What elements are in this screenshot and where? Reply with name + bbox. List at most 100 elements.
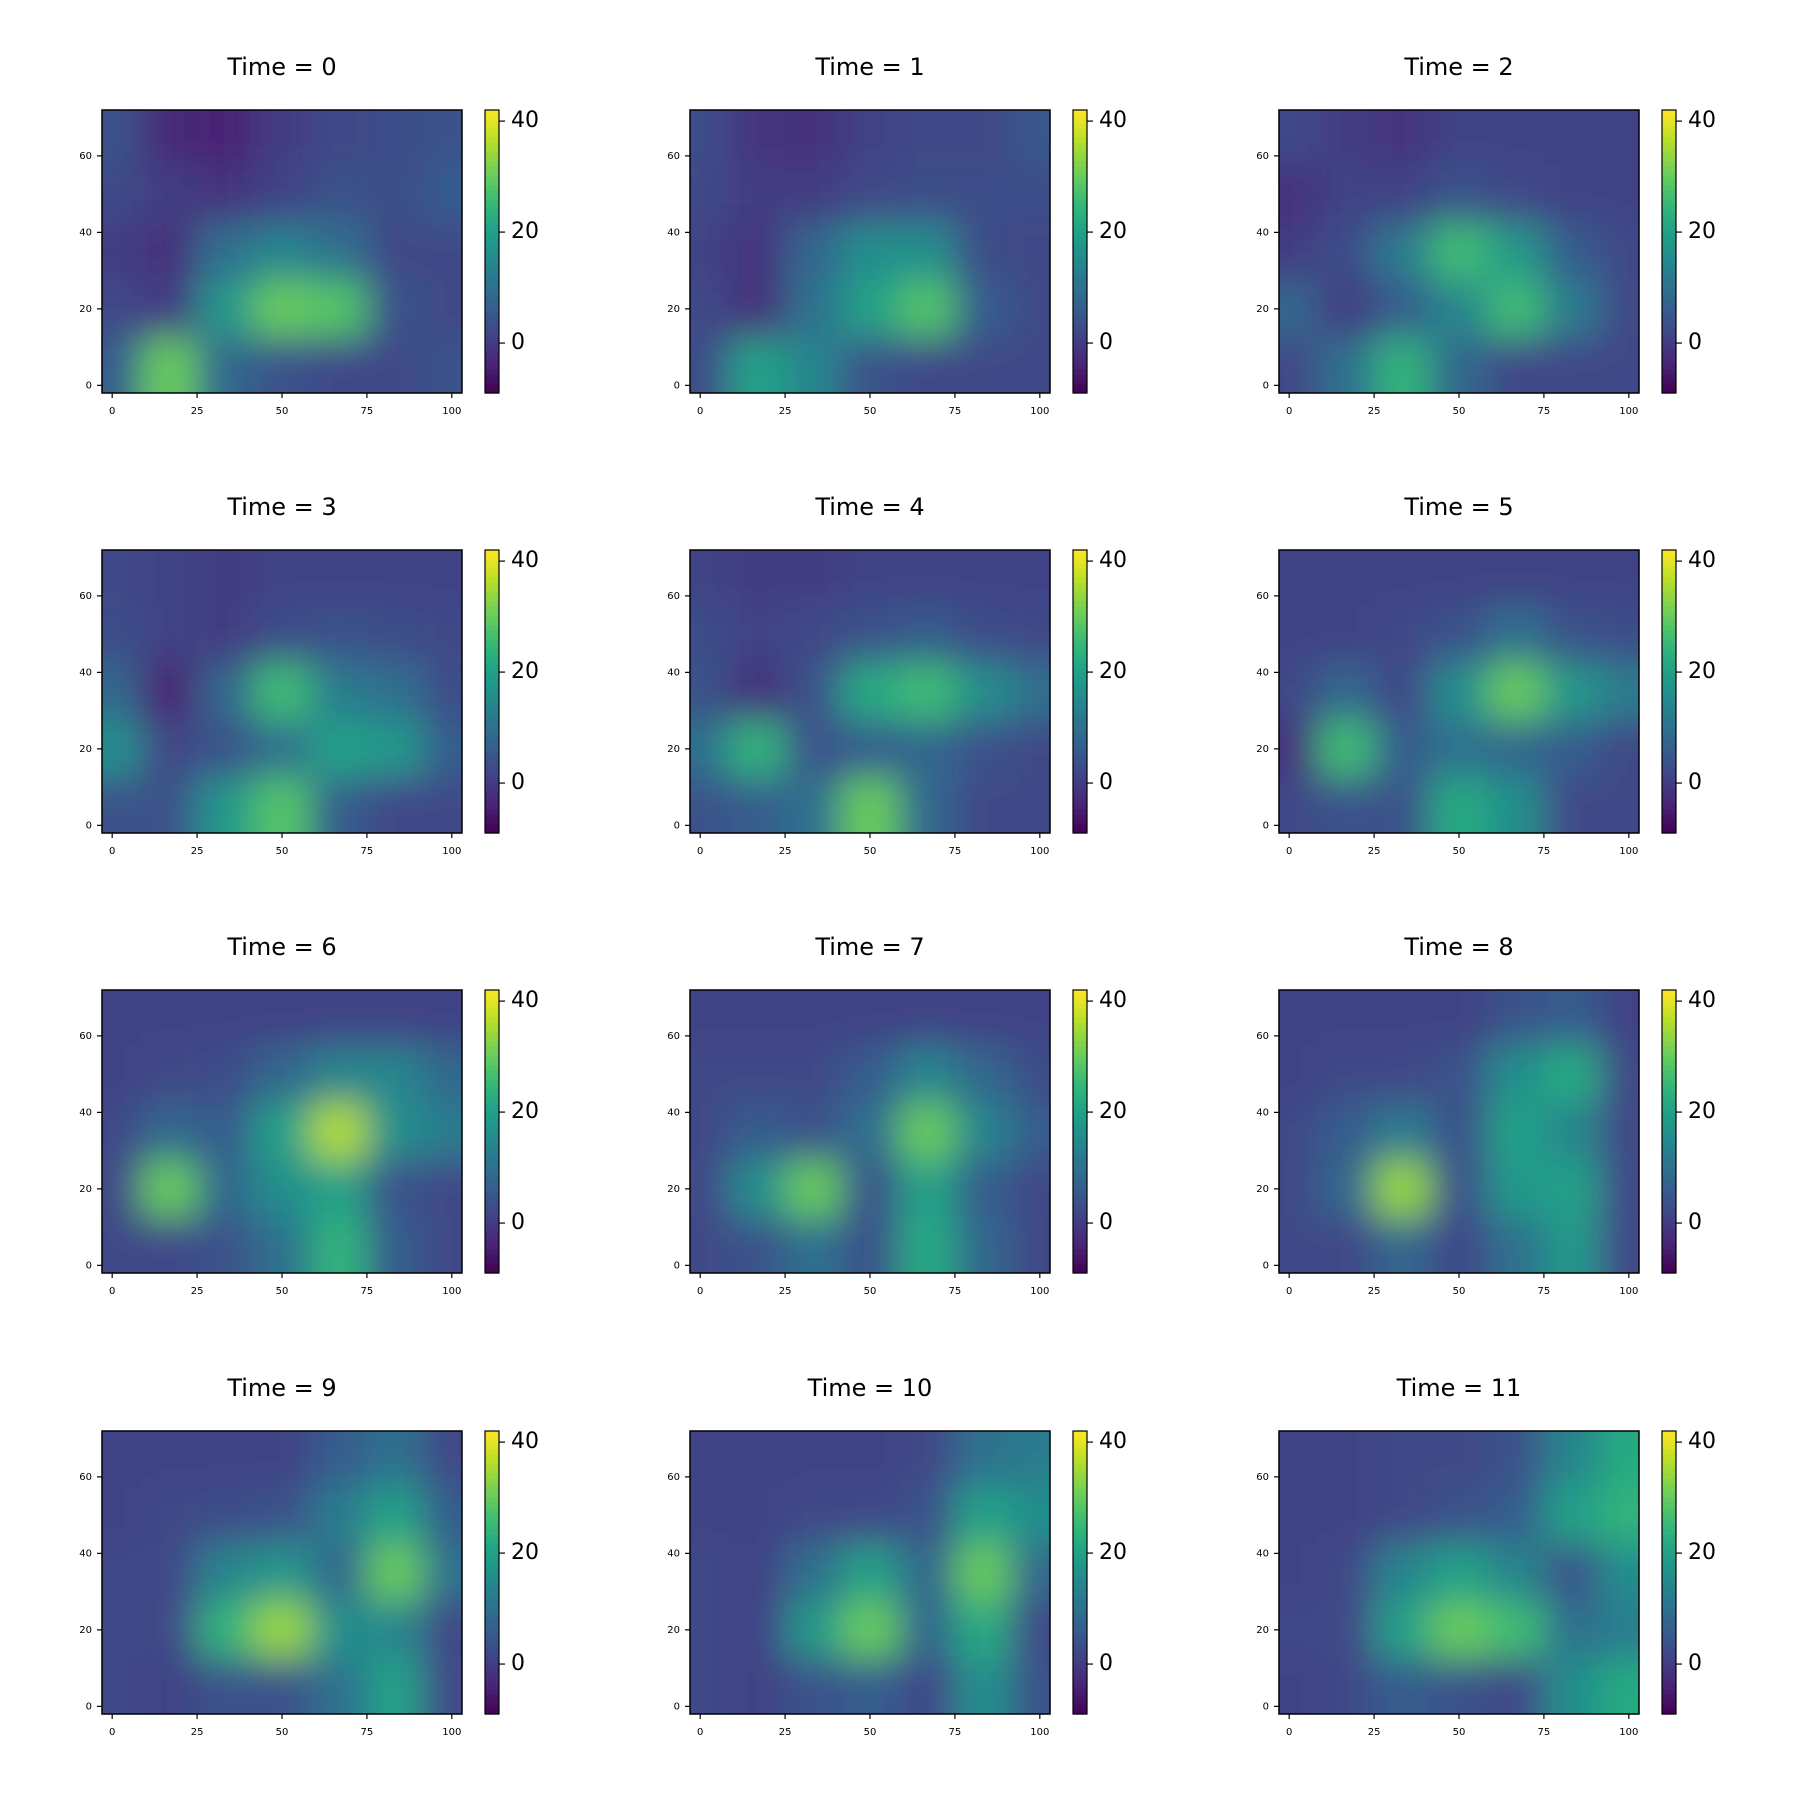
heatmap-cell <box>1543 550 1601 606</box>
heatmap-cell <box>366 337 424 393</box>
colorbar <box>1073 1431 1087 1715</box>
heatmap-cell <box>366 222 424 281</box>
heatmap-cell <box>1374 720 1431 779</box>
heatmap-cell <box>422 605 462 664</box>
y-tick-label: 60 <box>667 1031 680 1042</box>
heatmap-cell <box>1543 1217 1601 1273</box>
x-tick-label: 50 <box>276 1286 289 1297</box>
heatmap-cell <box>729 720 786 779</box>
heatmap-cell <box>785 165 842 224</box>
heatmap <box>102 990 462 1273</box>
colorbar-tick-label: 20 <box>511 219 539 244</box>
heatmap-cell <box>1318 777 1375 833</box>
heatmap-cell <box>785 990 842 1046</box>
heatmap-cell <box>1599 165 1639 224</box>
x-tick-label: 75 <box>949 846 962 857</box>
y-tick-label: 0 <box>1263 820 1269 831</box>
heatmap-cell <box>1374 1486 1431 1545</box>
heatmap-cell <box>102 1217 142 1273</box>
heatmap-cell <box>898 720 956 779</box>
heatmap-cell <box>954 1658 1012 1714</box>
heatmap <box>690 1431 1050 1714</box>
x-tick-label: 0 <box>1286 406 1292 417</box>
heatmap-cell <box>1543 1431 1601 1487</box>
heatmap-cell <box>422 720 462 779</box>
heatmap-cell <box>1487 1217 1545 1273</box>
heatmap-cell <box>690 165 730 224</box>
heatmap-cell <box>690 1431 730 1487</box>
heatmap-cell <box>785 1045 842 1104</box>
heatmap-cell <box>1543 1045 1601 1104</box>
heatmap-cell <box>1374 550 1431 606</box>
colorbar-tick-label: 40 <box>511 988 539 1013</box>
heatmap-cell <box>1279 550 1319 606</box>
heatmap-cell <box>841 337 900 393</box>
x-tick-label: 100 <box>1030 406 1049 417</box>
heatmap-cell <box>1279 222 1319 281</box>
heatmap-cell <box>841 1486 900 1545</box>
panel-title: Time = 7 <box>814 933 924 961</box>
panel-title: Time = 10 <box>807 1374 933 1402</box>
heatmap-cell <box>1010 280 1050 339</box>
heatmap-cell <box>1010 1102 1050 1161</box>
heatmap-cell <box>197 1102 254 1161</box>
heatmap-cell <box>1374 1045 1431 1104</box>
heatmap-cell <box>954 1160 1012 1219</box>
panel-title: Time = 11 <box>1396 1374 1522 1402</box>
x-tick-label: 50 <box>1453 406 1466 417</box>
x-tick-label: 50 <box>1453 1286 1466 1297</box>
heatmap-cell <box>898 1102 956 1161</box>
heatmap-cell <box>102 720 142 779</box>
heatmap-cell <box>102 1486 142 1545</box>
heatmap-cell <box>785 550 842 606</box>
heatmap-cell <box>954 110 1012 166</box>
heatmap-cell <box>785 1102 842 1161</box>
heatmap-cell <box>898 662 956 721</box>
y-tick-label: 60 <box>1256 1031 1269 1042</box>
heatmap-cell <box>1487 1045 1545 1104</box>
heatmap-cell <box>898 1045 956 1104</box>
x-tick-label: 75 <box>949 406 962 417</box>
heatmap-cell <box>253 1160 312 1219</box>
x-tick-label: 100 <box>442 1727 461 1738</box>
heatmap-cell <box>729 990 786 1046</box>
colorbar <box>1662 1431 1676 1715</box>
heatmap-cell <box>954 662 1012 721</box>
heatmap-cell <box>102 1601 142 1660</box>
heatmap-cell <box>1487 605 1545 664</box>
colorbar <box>485 550 499 834</box>
y-tick-label: 60 <box>79 151 92 162</box>
heatmap-cell <box>690 222 730 281</box>
x-tick-label: 0 <box>697 406 703 417</box>
heatmap-cell <box>141 1045 198 1104</box>
heatmap-cell <box>310 1102 368 1161</box>
heatmap-cell <box>1374 222 1431 281</box>
heatmap-cell <box>898 605 956 664</box>
x-tick-label: 25 <box>191 1727 204 1738</box>
plot-area <box>690 110 1050 393</box>
x-tick-label: 100 <box>1619 1286 1638 1297</box>
heatmap-cell <box>141 1543 198 1602</box>
y-tick-label: 40 <box>667 667 680 678</box>
heatmap-cell <box>1599 1486 1639 1545</box>
x-tick-label: 0 <box>697 1727 703 1738</box>
y-tick-label: 20 <box>667 304 680 315</box>
heatmap-cell <box>841 1102 900 1161</box>
heatmap-cell <box>690 1160 730 1219</box>
heatmap-cell <box>785 1543 842 1602</box>
heatmap-cell <box>898 1217 956 1273</box>
heatmap-cell <box>1430 1543 1489 1602</box>
y-tick-label: 60 <box>79 1472 92 1483</box>
heatmap-cell <box>785 222 842 281</box>
y-tick-label: 20 <box>1256 1184 1269 1195</box>
heatmap-cell <box>422 990 462 1046</box>
y-tick-label: 0 <box>86 820 92 831</box>
heatmap-cell <box>1279 777 1319 833</box>
heatmap-cell <box>1374 1102 1431 1161</box>
heatmap-cell <box>785 1658 842 1714</box>
heatmap-cell <box>729 1543 786 1602</box>
heatmap-cell <box>1599 1045 1639 1104</box>
colorbar-tick-label: 20 <box>1688 659 1716 684</box>
plot-area <box>1279 990 1639 1273</box>
heatmap-cell <box>366 1431 424 1487</box>
